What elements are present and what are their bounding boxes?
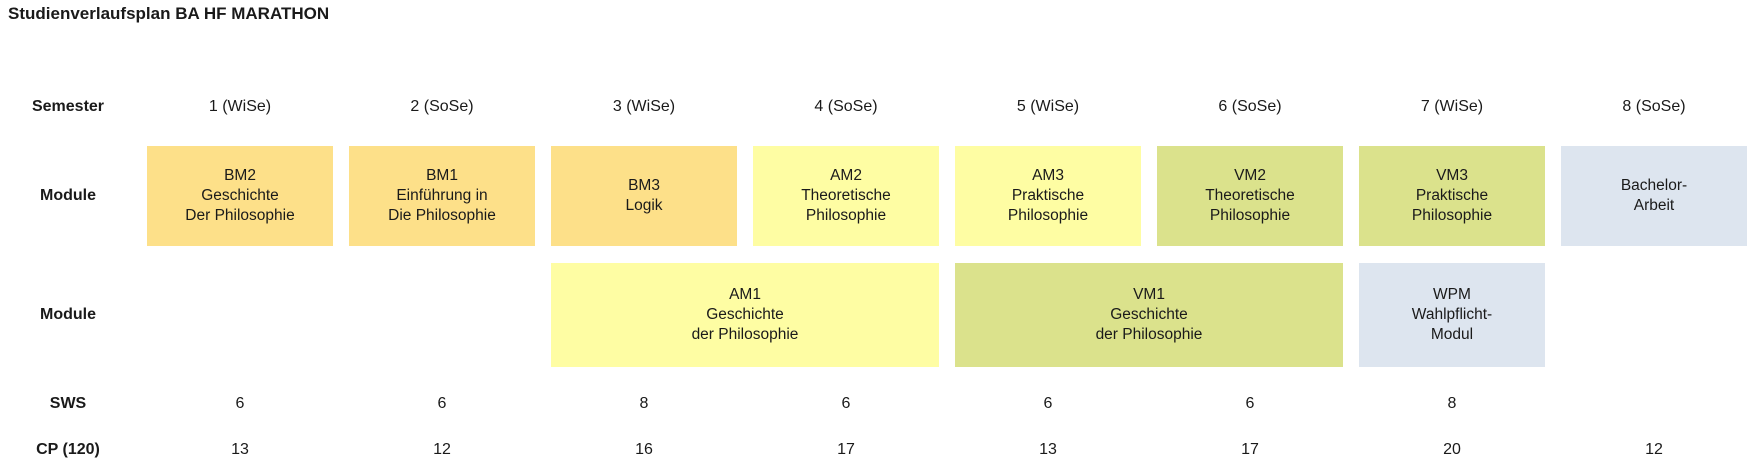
module-box-am3: AM3 Praktische Philosophie: [955, 146, 1141, 246]
module-code: AM2: [830, 167, 862, 184]
cp-value-1: 13: [231, 441, 249, 458]
module-title-line: Geschichte: [201, 187, 279, 204]
semester-header-1: 1 (WiSe): [208, 98, 272, 115]
sws-value-5: 6: [1043, 395, 1053, 412]
sws-value-7: 8: [1447, 395, 1457, 412]
row-label-cp: CP (120): [36, 441, 100, 458]
module-box-wpm: WPM Wahlpflicht- Modul: [1359, 263, 1545, 367]
page-title: Studienverlaufsplan BA HF MARATHON: [8, 4, 330, 23]
module-title-line: Philosophie: [1411, 207, 1493, 224]
module-title-line: Philosophie: [805, 207, 887, 224]
module-box-am2: AM2 Theoretische Philosophie: [753, 146, 939, 246]
module-code: BM3: [628, 177, 660, 194]
module-title-line: Der Philosophie: [185, 207, 295, 224]
cp-value-2: 12: [433, 441, 451, 458]
cp-value-3: 16: [635, 441, 653, 458]
module-title-line: Theoretische: [801, 187, 891, 204]
module-box-am1: AM1 Geschichte der Philosophie: [551, 263, 939, 367]
module-code: AM3: [1032, 167, 1064, 184]
sws-value-8: [1561, 392, 1747, 416]
module-code: AM1: [729, 286, 761, 303]
module-title-line: Einführung in: [396, 187, 488, 204]
cp-value-6: 17: [1241, 441, 1259, 458]
module-title-line: Theoretische: [1205, 187, 1295, 204]
module-title-line: Philosophie: [1209, 207, 1291, 224]
semester-header-5: 5 (WiSe): [1016, 98, 1080, 115]
module-code: WPM: [1433, 286, 1471, 303]
semester-header-4: 4 (SoSe): [814, 98, 878, 115]
module-code: BM1: [426, 167, 458, 184]
semester-header-7: 7 (WiSe): [1420, 98, 1484, 115]
module-title-line: Modul: [1430, 326, 1474, 343]
module-title-line: Die Philosophie: [388, 207, 496, 224]
module-title-line: Logik: [625, 197, 663, 214]
semester-header-8: 8 (SoSe): [1622, 98, 1686, 115]
module-box-vm1: VM1 Geschichte der Philosophie: [955, 263, 1343, 367]
semester-header-6: 6 (SoSe): [1218, 98, 1282, 115]
sws-value-1: 6: [235, 395, 245, 412]
module-code: BM2: [224, 167, 256, 184]
module-title-line: Praktische: [1011, 187, 1085, 204]
module-box-bm1: BM1 Einführung in Die Philosophie: [349, 146, 535, 246]
cp-value-8: 12: [1645, 441, 1663, 458]
module-box-vm3: VM3 Praktische Philosophie: [1359, 146, 1545, 246]
semester-header-3: 3 (WiSe): [612, 98, 676, 115]
module-code: VM2: [1234, 167, 1266, 184]
module-title-line: Geschichte: [1110, 306, 1188, 323]
row-label-semester: Semester: [31, 98, 105, 115]
row-label-module-2: Module: [40, 306, 96, 323]
module-box-bm2: BM2 Geschichte Der Philosophie: [147, 146, 333, 246]
sws-value-2: 6: [437, 395, 447, 412]
row-label-module-1: Module: [40, 187, 96, 204]
module-title-line: der Philosophie: [1095, 326, 1203, 343]
module-title-line: Arbeit: [1633, 197, 1675, 214]
cp-value-4: 17: [837, 441, 855, 458]
module-title-line: Philosophie: [1007, 207, 1089, 224]
module-code: VM3: [1436, 167, 1468, 184]
module-title-line: Bachelor-: [1620, 177, 1688, 194]
cp-value-7: 20: [1443, 441, 1461, 458]
sws-value-4: 6: [841, 395, 851, 412]
cp-value-5: 13: [1039, 441, 1057, 458]
sws-value-6: 6: [1245, 395, 1255, 412]
module-title-line: Praktische: [1415, 187, 1489, 204]
module-title-line: Wahlpflicht-: [1411, 306, 1493, 323]
module-box-bachelor-arbeit: Bachelor- Arbeit: [1561, 146, 1747, 246]
module-code: VM1: [1133, 286, 1165, 303]
module-title-line: der Philosophie: [691, 326, 799, 343]
sws-value-3: 8: [639, 395, 649, 412]
module-title-line: Geschichte: [706, 306, 784, 323]
row-label-sws: SWS: [49, 395, 87, 412]
module-box-bm3: BM3 Logik: [551, 146, 737, 246]
semester-header-2: 2 (SoSe): [410, 98, 474, 115]
module-box-vm2: VM2 Theoretische Philosophie: [1157, 146, 1343, 246]
